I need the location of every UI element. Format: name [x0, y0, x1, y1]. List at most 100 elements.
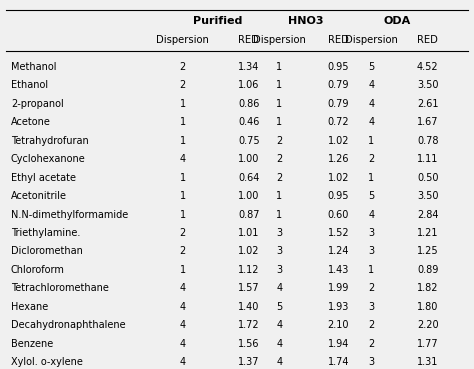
Text: 4: 4 — [368, 210, 374, 220]
Text: 1.67: 1.67 — [417, 117, 438, 127]
Text: 4: 4 — [180, 154, 186, 164]
Text: 1.56: 1.56 — [238, 339, 260, 349]
Text: 1.02: 1.02 — [328, 136, 349, 146]
Text: 2: 2 — [276, 154, 283, 164]
Text: RED: RED — [418, 35, 438, 45]
Text: 2: 2 — [180, 228, 186, 238]
Text: 1: 1 — [368, 136, 374, 146]
Text: 1.34: 1.34 — [238, 62, 259, 72]
Text: 0.95: 0.95 — [328, 191, 349, 201]
Text: 1.01: 1.01 — [238, 228, 259, 238]
Text: 3: 3 — [276, 265, 283, 275]
Text: 4: 4 — [368, 117, 374, 127]
Text: 1.43: 1.43 — [328, 265, 349, 275]
Text: Dispersion: Dispersion — [156, 35, 209, 45]
Text: N.N-dimethylformamide: N.N-dimethylformamide — [11, 210, 128, 220]
Text: 1.02: 1.02 — [328, 173, 349, 183]
Text: 2: 2 — [368, 154, 374, 164]
Text: 1.00: 1.00 — [238, 191, 259, 201]
Text: 4: 4 — [276, 320, 283, 330]
Text: 0.86: 0.86 — [238, 99, 259, 109]
Text: Tetrachloromethane: Tetrachloromethane — [11, 283, 109, 293]
Text: Benzene: Benzene — [11, 339, 53, 349]
Text: 1.57: 1.57 — [238, 283, 260, 293]
Text: 1.94: 1.94 — [328, 339, 349, 349]
Text: 1.82: 1.82 — [417, 283, 438, 293]
Text: 0.95: 0.95 — [328, 62, 349, 72]
Text: 4: 4 — [180, 302, 186, 312]
Text: Purified: Purified — [193, 16, 243, 26]
Text: 2.20: 2.20 — [417, 320, 438, 330]
Text: RED: RED — [238, 35, 259, 45]
Text: 2: 2 — [276, 136, 283, 146]
Text: 3.50: 3.50 — [417, 191, 438, 201]
Text: 2.61: 2.61 — [417, 99, 438, 109]
Text: 0.46: 0.46 — [238, 117, 259, 127]
Text: 1: 1 — [276, 210, 283, 220]
Text: Ethanol: Ethanol — [11, 80, 48, 90]
Text: 0.64: 0.64 — [238, 173, 259, 183]
Text: 3: 3 — [276, 228, 283, 238]
Text: 1.11: 1.11 — [417, 154, 438, 164]
Text: 0.89: 0.89 — [417, 265, 438, 275]
Text: 3: 3 — [276, 246, 283, 256]
Text: 1.26: 1.26 — [328, 154, 349, 164]
Text: 1: 1 — [276, 117, 283, 127]
Text: Chloroform: Chloroform — [11, 265, 64, 275]
Text: 1.31: 1.31 — [417, 357, 438, 367]
Text: Dispersion: Dispersion — [345, 35, 398, 45]
Text: 4: 4 — [276, 283, 283, 293]
Text: 2: 2 — [368, 283, 374, 293]
Text: 1: 1 — [276, 80, 283, 90]
Text: 1.25: 1.25 — [417, 246, 438, 256]
Text: 4: 4 — [180, 283, 186, 293]
Text: 1: 1 — [180, 136, 186, 146]
Text: 2: 2 — [180, 62, 186, 72]
Text: 0.79: 0.79 — [328, 99, 349, 109]
Text: 1.37: 1.37 — [238, 357, 260, 367]
Text: 1.52: 1.52 — [328, 228, 349, 238]
Text: Triethylamine.: Triethylamine. — [11, 228, 80, 238]
Text: 1: 1 — [180, 265, 186, 275]
Text: 2: 2 — [368, 339, 374, 349]
Text: 4: 4 — [180, 339, 186, 349]
Text: 1: 1 — [368, 265, 374, 275]
Text: 1.74: 1.74 — [328, 357, 349, 367]
Text: Methanol: Methanol — [11, 62, 56, 72]
Text: 2: 2 — [180, 80, 186, 90]
Text: RED: RED — [328, 35, 349, 45]
Text: 2.84: 2.84 — [417, 210, 438, 220]
Text: 1.24: 1.24 — [328, 246, 349, 256]
Text: 1.40: 1.40 — [238, 302, 259, 312]
Text: 4: 4 — [368, 99, 374, 109]
Text: 1.99: 1.99 — [328, 283, 349, 293]
Text: Cyclohexanone: Cyclohexanone — [11, 154, 86, 164]
Text: 2: 2 — [276, 173, 283, 183]
Text: 1.00: 1.00 — [238, 154, 259, 164]
Text: 2.10: 2.10 — [328, 320, 349, 330]
Text: 1: 1 — [368, 173, 374, 183]
Text: 3: 3 — [368, 228, 374, 238]
Text: 0.60: 0.60 — [328, 210, 349, 220]
Text: 3: 3 — [368, 246, 374, 256]
Text: 0.79: 0.79 — [328, 80, 349, 90]
Text: 1.77: 1.77 — [417, 339, 438, 349]
Text: 2: 2 — [180, 246, 186, 256]
Text: 1: 1 — [180, 191, 186, 201]
Text: Ethyl acetate: Ethyl acetate — [11, 173, 76, 183]
Text: 0.50: 0.50 — [417, 173, 438, 183]
Text: 1.12: 1.12 — [238, 265, 260, 275]
Text: 1: 1 — [180, 210, 186, 220]
Text: 0.87: 0.87 — [238, 210, 260, 220]
Text: 1: 1 — [276, 191, 283, 201]
Text: 0.72: 0.72 — [328, 117, 349, 127]
Text: 0.75: 0.75 — [238, 136, 260, 146]
Text: ODA: ODA — [383, 16, 411, 26]
Text: 1: 1 — [276, 62, 283, 72]
Text: Hexane: Hexane — [11, 302, 48, 312]
Text: 5: 5 — [368, 62, 374, 72]
Text: 5: 5 — [276, 302, 283, 312]
Text: 3: 3 — [368, 302, 374, 312]
Text: 1: 1 — [180, 99, 186, 109]
Text: 2-propanol: 2-propanol — [11, 99, 64, 109]
